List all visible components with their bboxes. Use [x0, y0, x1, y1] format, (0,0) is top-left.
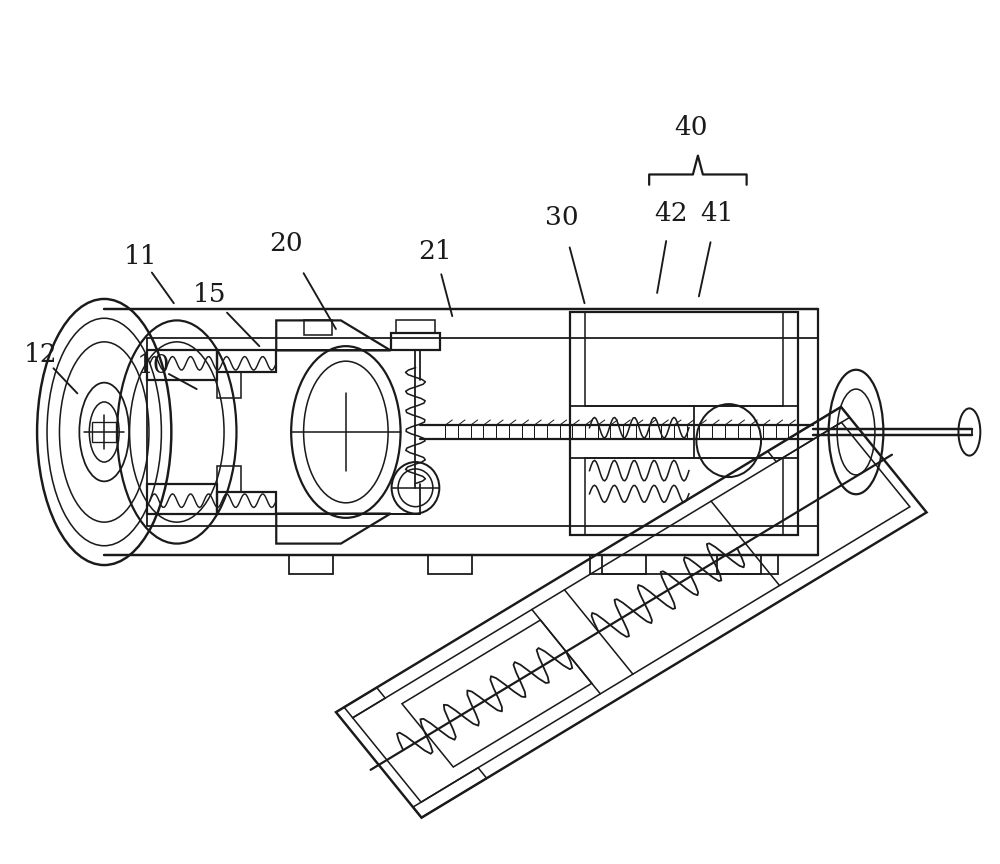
Bar	[428, 555, 472, 574]
Bar	[602, 555, 646, 574]
Text: 12: 12	[24, 342, 57, 367]
Bar	[590, 555, 778, 574]
Text: 15: 15	[193, 283, 226, 307]
Text: 11: 11	[123, 244, 157, 269]
Text: 41: 41	[700, 200, 734, 226]
Bar	[92, 422, 116, 442]
Text: 10: 10	[137, 353, 171, 378]
Bar	[585, 312, 783, 406]
Bar	[396, 321, 435, 334]
Bar	[217, 372, 241, 397]
Text: 42: 42	[654, 200, 688, 226]
Text: 40: 40	[674, 115, 708, 140]
Bar	[289, 555, 333, 574]
Bar	[585, 458, 783, 535]
Bar	[304, 321, 332, 335]
Bar	[717, 555, 761, 574]
Text: 30: 30	[545, 205, 578, 230]
Text: 20: 20	[269, 231, 303, 256]
Bar	[217, 467, 241, 492]
Text: 21: 21	[419, 239, 452, 264]
Bar	[570, 312, 798, 535]
